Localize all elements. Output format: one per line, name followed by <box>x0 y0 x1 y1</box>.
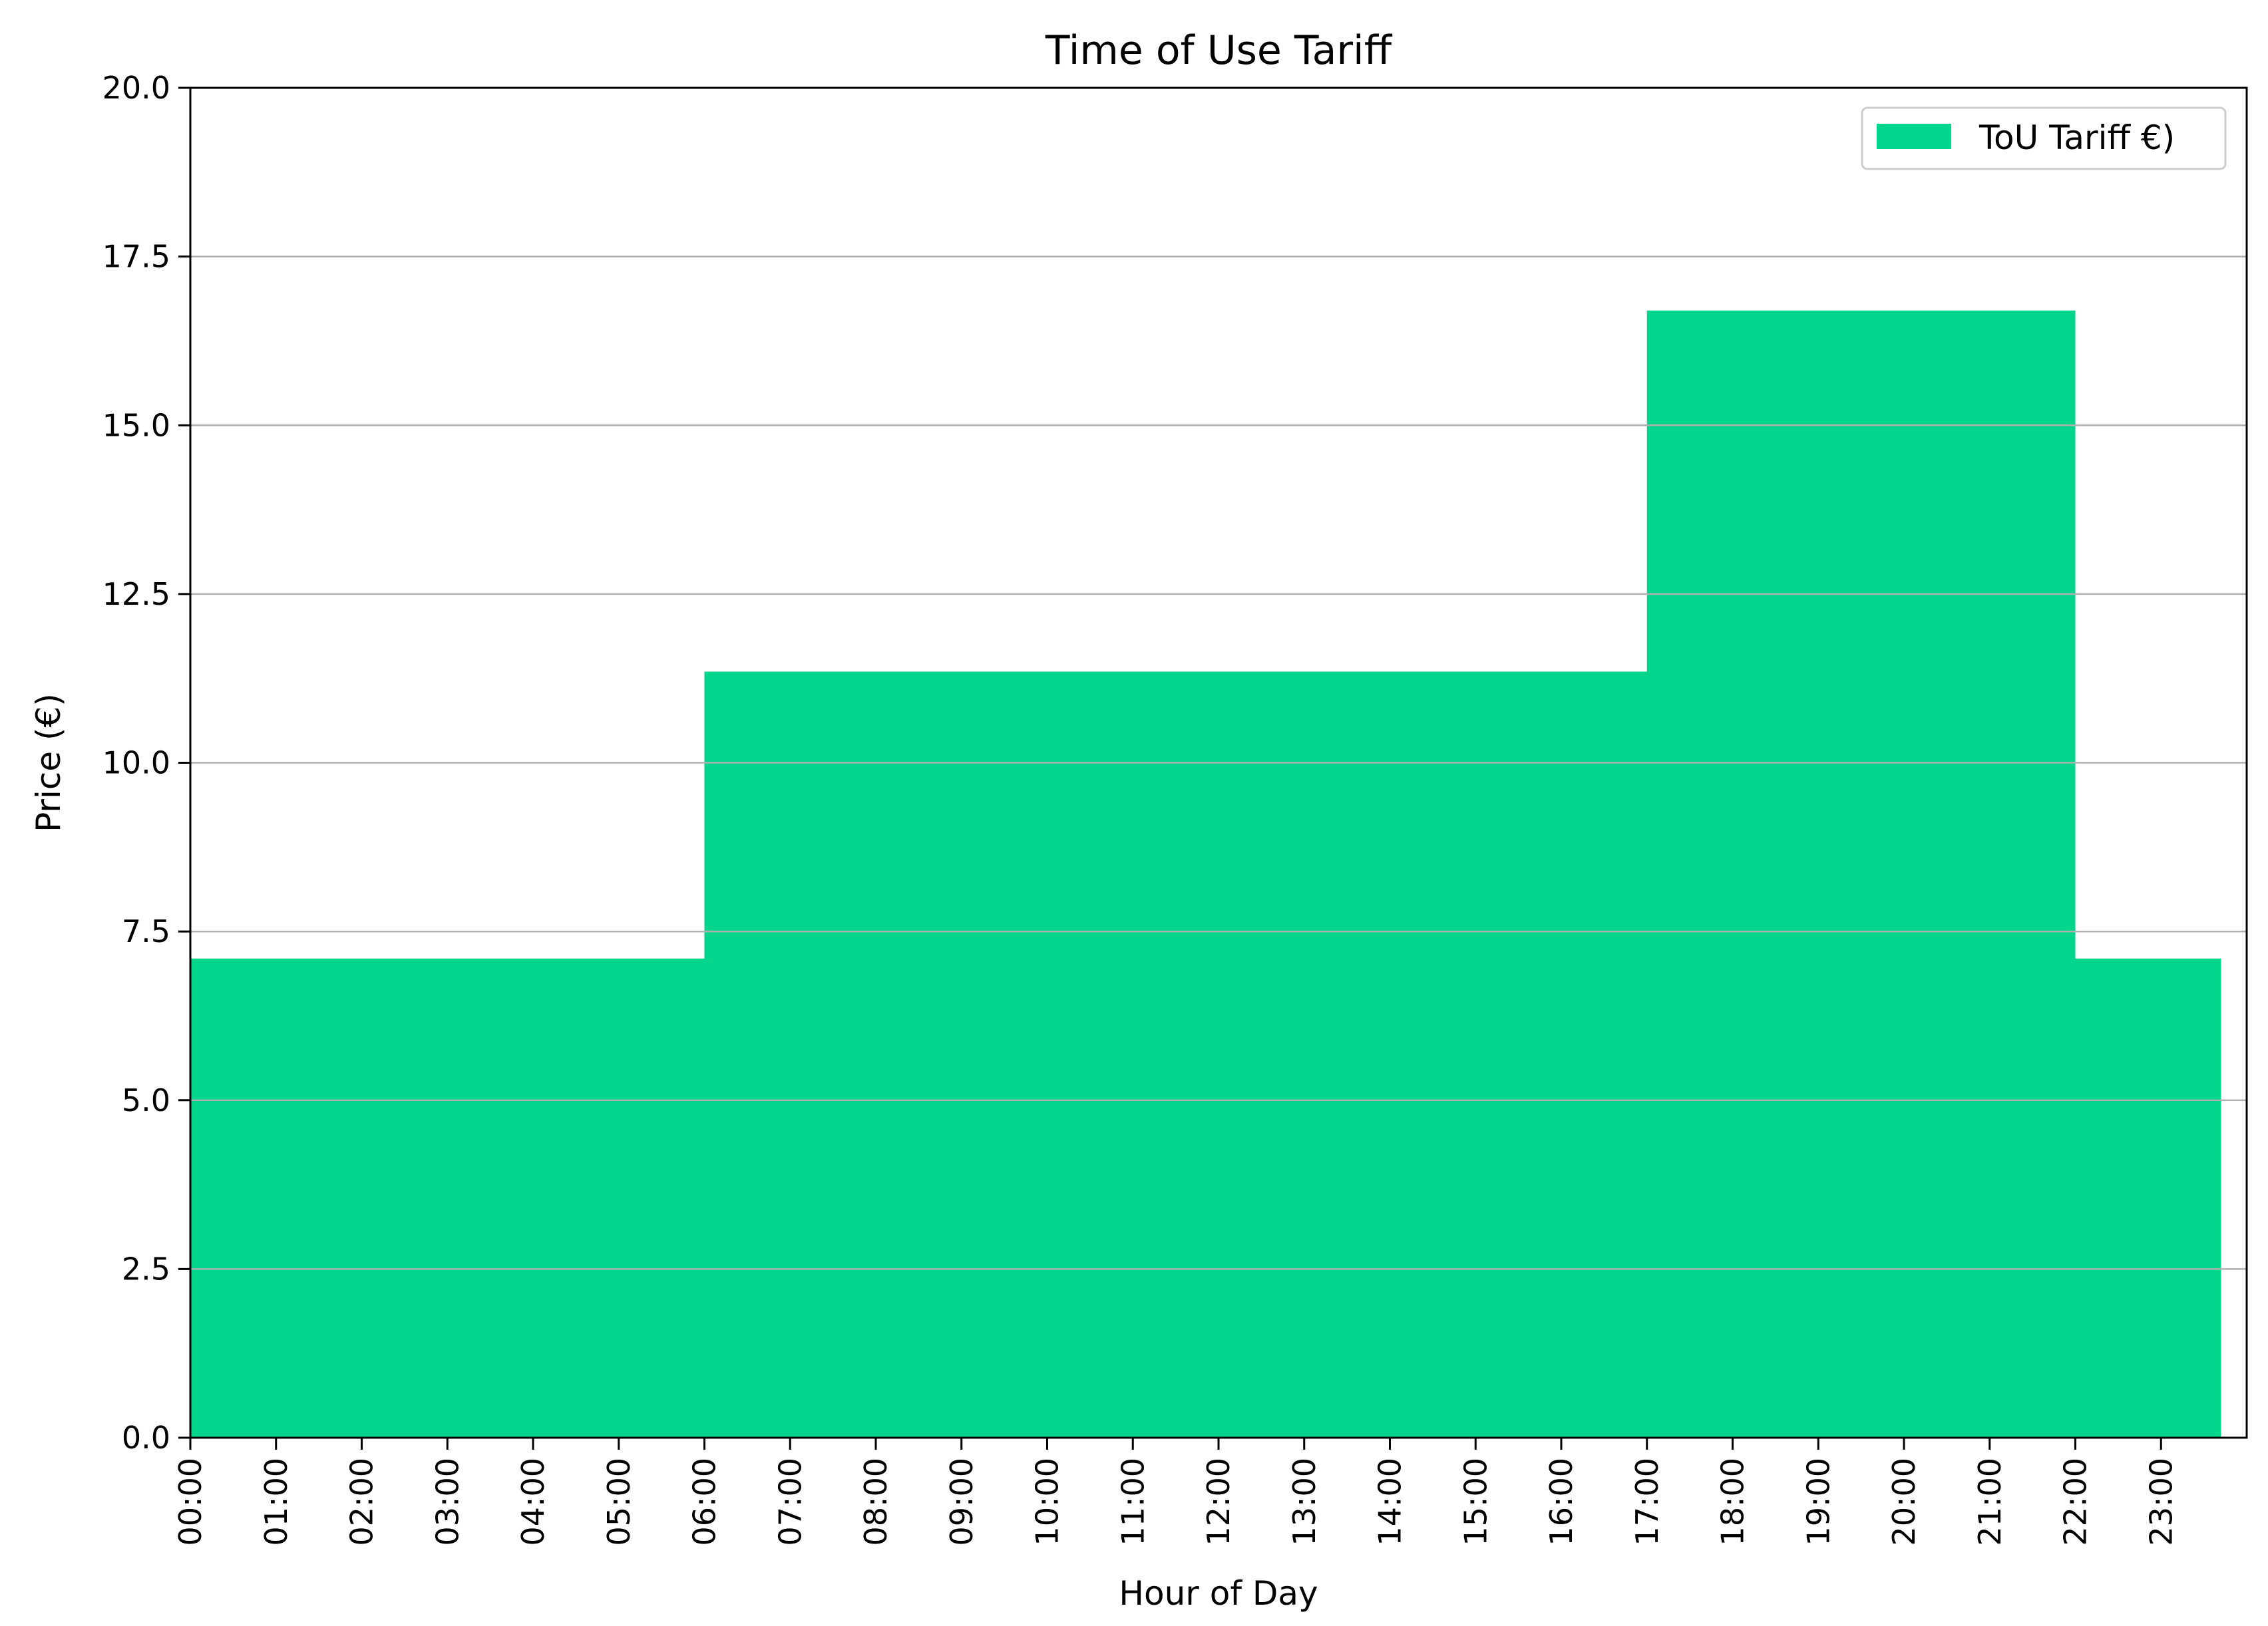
x-tick-label: 23:00 <box>2143 1458 2179 1546</box>
x-tick-label: 15:00 <box>1457 1458 1493 1546</box>
x-tick-label: 13:00 <box>1286 1458 1322 1546</box>
x-tick-label: 05:00 <box>601 1458 637 1546</box>
plot-area <box>190 310 2221 1438</box>
x-tick-label: 03:00 <box>429 1458 465 1546</box>
x-tick-label: 09:00 <box>944 1458 980 1546</box>
x-axis-title: Hour of Day <box>1119 1574 1318 1613</box>
legend: ToU Tariff €) <box>1861 106 2227 170</box>
x-tick-label: 06:00 <box>687 1458 723 1546</box>
legend-box <box>1861 106 2227 170</box>
x-tick-label: 10:00 <box>1030 1458 1065 1546</box>
y-tick-label: 10.0 <box>102 745 170 781</box>
y-tick-label: 5.0 <box>122 1082 170 1118</box>
y-axis-title: Price (€) <box>29 693 68 832</box>
x-tick-label: 04:00 <box>515 1458 551 1546</box>
y-tick-label: 17.5 <box>102 239 170 275</box>
legend-swatch <box>1877 124 1951 149</box>
chart-title: Time of Use Tariff <box>1045 27 1393 74</box>
y-axis: 0.0 2.5 5.0 7.5 10.0 12.5 15.0 17.5 20.0 <box>102 70 190 1456</box>
x-tick-label: 00:00 <box>172 1458 208 1546</box>
y-tick-label: 7.5 <box>122 913 170 949</box>
y-tick-label: 0.0 <box>122 1420 170 1456</box>
x-tick-label: 14:00 <box>1372 1458 1408 1546</box>
x-tick-label: 11:00 <box>1115 1458 1151 1546</box>
x-tick-label: 22:00 <box>2058 1458 2094 1546</box>
x-tick-label: 20:00 <box>1886 1458 1922 1546</box>
y-tick-label: 20.0 <box>102 70 170 106</box>
x-tick-label: 07:00 <box>772 1458 808 1546</box>
legend-label: ToU Tariff €) <box>1979 118 2175 157</box>
y-tick-label: 2.5 <box>122 1251 170 1287</box>
x-tick-label: 17:00 <box>1629 1458 1665 1546</box>
x-tick-label: 12:00 <box>1201 1458 1236 1546</box>
y-tick-label: 12.5 <box>102 576 170 612</box>
x-tick-label: 19:00 <box>1800 1458 1836 1546</box>
y-tick-label: 15.0 <box>102 407 170 443</box>
x-tick-label: 18:00 <box>1715 1458 1751 1546</box>
x-tick-label: 01:00 <box>258 1458 294 1546</box>
x-tick-label: 08:00 <box>858 1458 894 1546</box>
tariff-area <box>190 310 2221 1438</box>
x-tick-label: 16:00 <box>1543 1458 1579 1546</box>
x-tick-label: 02:00 <box>344 1458 380 1546</box>
x-tick-label: 21:00 <box>1972 1458 2008 1546</box>
x-axis: 00:00 01:00 02:00 03:00 04:00 05:00 06:00 07:00… <box>172 1438 2179 1546</box>
